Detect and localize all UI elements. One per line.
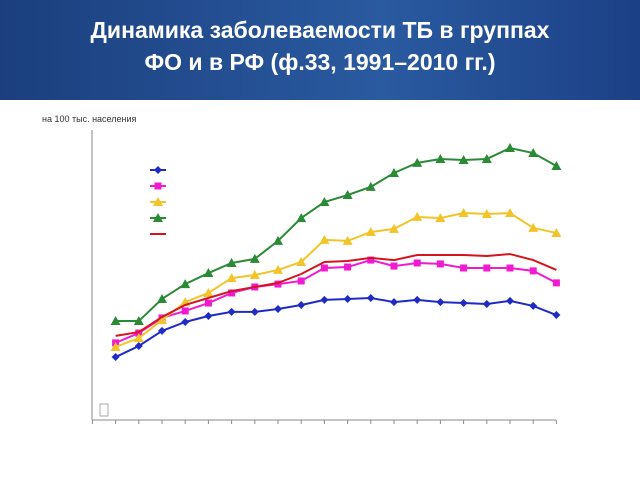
- point: [203, 268, 214, 278]
- point: [319, 197, 330, 206]
- point: [227, 307, 236, 316]
- series-line: [115, 259, 557, 344]
- point: [506, 264, 514, 272]
- point: [204, 312, 213, 320]
- point: [413, 259, 421, 267]
- point: [528, 222, 539, 232]
- point: [133, 333, 144, 343]
- point: [459, 299, 468, 308]
- point: [273, 235, 283, 245]
- series-line: [115, 253, 557, 337]
- point: [505, 208, 515, 218]
- y-axis-label: на 100 тыс. населения: [42, 114, 137, 124]
- point: [158, 326, 166, 335]
- point: [529, 301, 538, 310]
- point: [344, 263, 352, 271]
- legend-marker: [154, 166, 162, 174]
- point: [110, 341, 121, 351]
- point: [436, 298, 445, 307]
- point: [274, 280, 282, 288]
- title: ФО и в РФ (ф.33, 1991–2010 гг.): [145, 49, 496, 75]
- point: [180, 279, 191, 289]
- point: [320, 295, 329, 304]
- point: [389, 167, 399, 177]
- point: [320, 264, 328, 272]
- point: [551, 161, 562, 170]
- point: [389, 223, 399, 233]
- point: [342, 235, 353, 245]
- point: [552, 311, 561, 320]
- legend-marker: [153, 213, 163, 222]
- point: [204, 299, 212, 307]
- point: [481, 209, 492, 218]
- point: [274, 305, 282, 314]
- point: [157, 315, 167, 325]
- header-band: [0, 0, 640, 100]
- point: [367, 256, 375, 264]
- point: [436, 260, 444, 268]
- point: [460, 264, 468, 272]
- point: [412, 157, 423, 167]
- point: [250, 307, 259, 316]
- legend-marker: [153, 197, 163, 206]
- point: [273, 264, 283, 274]
- title: Динамика заболеваемости ТБ в группах: [91, 17, 550, 43]
- frame-box: [99, 403, 109, 417]
- point: [529, 267, 537, 275]
- point: [481, 154, 492, 164]
- point: [249, 269, 260, 279]
- point: [319, 234, 330, 244]
- point: [111, 353, 120, 362]
- series-line: [115, 146, 557, 323]
- point: [226, 257, 237, 267]
- point: [343, 294, 352, 303]
- point: [458, 208, 469, 218]
- point: [365, 227, 376, 236]
- point: [551, 227, 562, 237]
- point: [506, 296, 514, 305]
- point: [181, 307, 189, 315]
- point: [297, 277, 305, 285]
- point: [390, 298, 398, 307]
- point: [366, 294, 375, 302]
- point: [435, 213, 446, 223]
- point: [110, 316, 121, 326]
- point: [297, 300, 306, 309]
- point: [482, 300, 491, 308]
- point: [134, 342, 143, 350]
- point: [412, 211, 423, 221]
- point: [390, 262, 398, 270]
- point: [133, 316, 144, 326]
- point: [365, 181, 376, 191]
- point: [203, 287, 214, 297]
- point: [296, 257, 307, 266]
- series-line: [115, 212, 557, 348]
- point: [228, 289, 236, 297]
- point: [505, 143, 515, 152]
- point: [435, 154, 446, 164]
- point: [249, 253, 260, 263]
- point: [342, 190, 353, 200]
- point: [552, 279, 560, 287]
- point: [226, 273, 237, 283]
- legend-marker: [154, 182, 162, 190]
- point: [181, 318, 190, 326]
- series-line: [115, 296, 557, 358]
- point: [296, 213, 307, 223]
- point: [528, 148, 539, 158]
- point: [157, 293, 167, 303]
- point: [413, 295, 422, 304]
- point: [483, 264, 491, 272]
- point: [458, 155, 469, 164]
